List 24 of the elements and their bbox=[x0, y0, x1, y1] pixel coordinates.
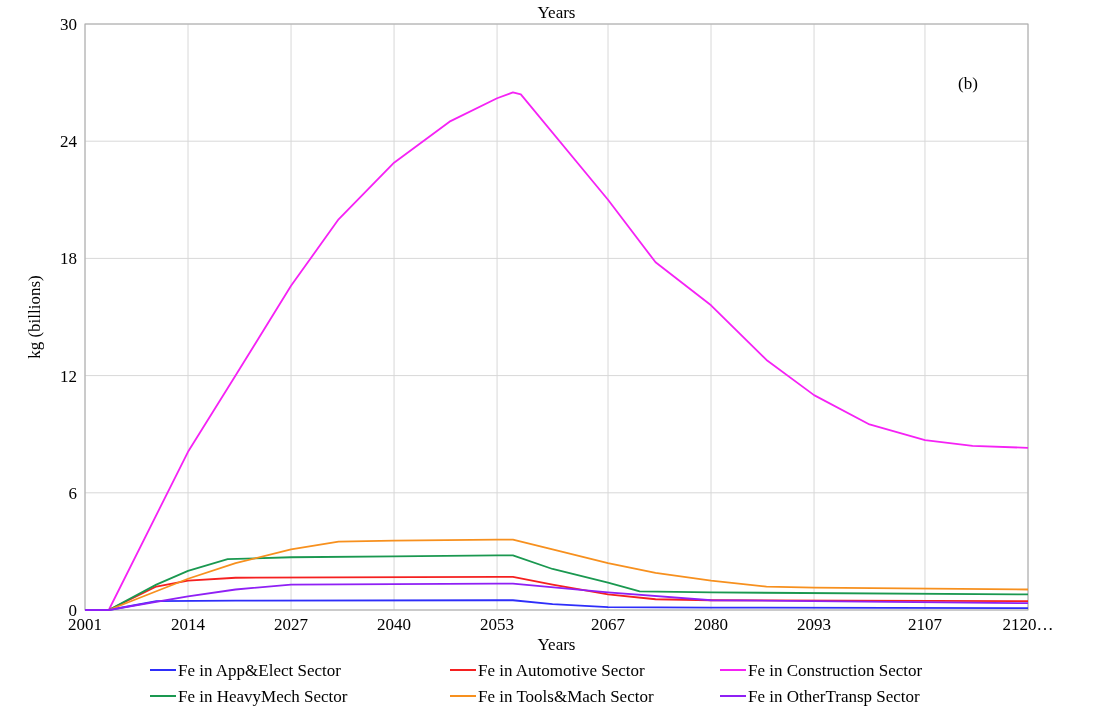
y-tick-label: 30 bbox=[60, 14, 77, 34]
chart-title: Years bbox=[537, 3, 576, 22]
y-tick-label: 18 bbox=[60, 249, 77, 269]
x-axis-title: Years bbox=[537, 635, 576, 654]
x-tick-label: 2014 bbox=[171, 615, 206, 634]
y-tick-label: 6 bbox=[68, 483, 77, 503]
legend-label: Fe in Tools&Mach Sector bbox=[478, 686, 654, 706]
x-tick-label: 2040 bbox=[377, 615, 412, 634]
x-tick-label: 2080 bbox=[694, 615, 729, 634]
y-tick-label: 24 bbox=[60, 132, 78, 152]
legend-label: Fe in Construction Sector bbox=[748, 660, 923, 680]
x-tick-label: 2093 bbox=[797, 615, 832, 634]
x-tick-label: 2120… bbox=[1002, 615, 1054, 634]
legend-label: Fe in HeavyMech Sector bbox=[178, 686, 348, 706]
legend-label: Fe in App&Elect Sector bbox=[178, 660, 342, 680]
legend-label: Fe in OtherTransp Sector bbox=[748, 686, 921, 706]
y-tick-label: 12 bbox=[60, 366, 77, 386]
y-axis-title: kg (billions) bbox=[25, 275, 44, 359]
annotation: (b) bbox=[958, 74, 978, 93]
x-tick-label: 2107 bbox=[907, 615, 943, 634]
legend-label: Fe in Automotive Sector bbox=[478, 660, 646, 680]
x-tick-label: 2053 bbox=[480, 615, 515, 634]
x-tick-label: 2027 bbox=[274, 615, 309, 634]
x-tick-label: 2067 bbox=[591, 615, 626, 634]
